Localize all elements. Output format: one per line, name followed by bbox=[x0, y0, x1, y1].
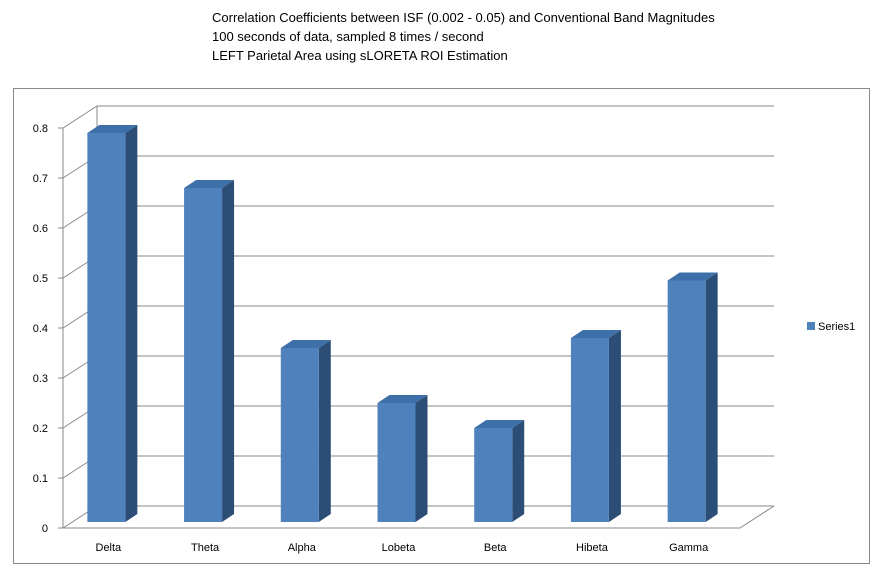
bar-beta bbox=[474, 428, 513, 522]
chart-area-frame bbox=[13, 88, 870, 564]
x-tick-label-theta: Theta bbox=[191, 542, 220, 554]
legend: Series1 bbox=[807, 321, 855, 333]
y-tick-label: 0.1 bbox=[33, 473, 48, 485]
x-tick-label-lobeta: Lobeta bbox=[382, 542, 417, 554]
bar-top-beta bbox=[474, 420, 525, 428]
bar-side-delta bbox=[125, 125, 138, 522]
y-tick-label: 0.4 bbox=[33, 323, 48, 335]
bar-side-lobeta bbox=[415, 395, 428, 522]
bar-side-gamma bbox=[705, 272, 718, 522]
bar-hibeta bbox=[570, 338, 609, 522]
gridline-side bbox=[62, 105, 98, 129]
axis-labels: 0 0.1 0.2 0.3 0.4 0.5 0.6 0.7 0.8 Delta Theta Alpha… bbox=[33, 123, 709, 554]
bar-lobeta bbox=[377, 403, 416, 522]
chart-title-line-1: Correlation Coefficients between ISF (0.… bbox=[212, 10, 715, 25]
y-tick-label: 0.2 bbox=[33, 423, 48, 435]
bar-theta bbox=[184, 188, 223, 522]
y-tick-label: 0.6 bbox=[33, 223, 48, 235]
y-tick-label: 0.3 bbox=[33, 373, 48, 385]
chart-title-line-2: 100 seconds of data, sampled 8 times / s… bbox=[212, 29, 484, 44]
bar-side-hibeta bbox=[608, 330, 621, 522]
bar-alpha bbox=[280, 348, 319, 522]
bar-side-beta bbox=[512, 420, 525, 522]
x-tick-label-gamma: Gamma bbox=[669, 542, 709, 554]
x-tick-label-delta: Delta bbox=[96, 542, 123, 554]
legend-swatch-series1 bbox=[807, 322, 815, 330]
bar-top-alpha bbox=[280, 340, 331, 348]
legend-label-series1: Series1 bbox=[818, 321, 855, 333]
bars bbox=[87, 125, 718, 522]
y-tick-label: 0.5 bbox=[33, 273, 48, 285]
y-tick-label: 0.8 bbox=[33, 123, 48, 135]
floor-outline bbox=[63, 505, 775, 529]
bar-top-delta bbox=[87, 125, 138, 133]
bar-side-theta bbox=[222, 180, 235, 522]
bar-top-hibeta bbox=[570, 330, 621, 338]
y-tick-label: 0 bbox=[42, 523, 48, 535]
chart-title: Correlation Coefficients between ISF (0.… bbox=[212, 8, 715, 65]
chart-title-line-3: LEFT Parietal Area using sLORETA ROI Est… bbox=[212, 48, 508, 63]
bar-top-gamma bbox=[667, 272, 718, 281]
y-tick-label: 0.7 bbox=[33, 173, 48, 185]
bar-gamma bbox=[667, 280, 706, 522]
bar-delta bbox=[87, 133, 126, 522]
x-tick-label-hibeta: Hibeta bbox=[576, 542, 609, 554]
bar-top-lobeta bbox=[377, 395, 428, 403]
bar-side-alpha bbox=[318, 340, 331, 522]
bar-top-theta bbox=[184, 180, 235, 188]
x-tick-label-beta: Beta bbox=[484, 542, 508, 554]
x-tick-label-alpha: Alpha bbox=[288, 542, 317, 554]
